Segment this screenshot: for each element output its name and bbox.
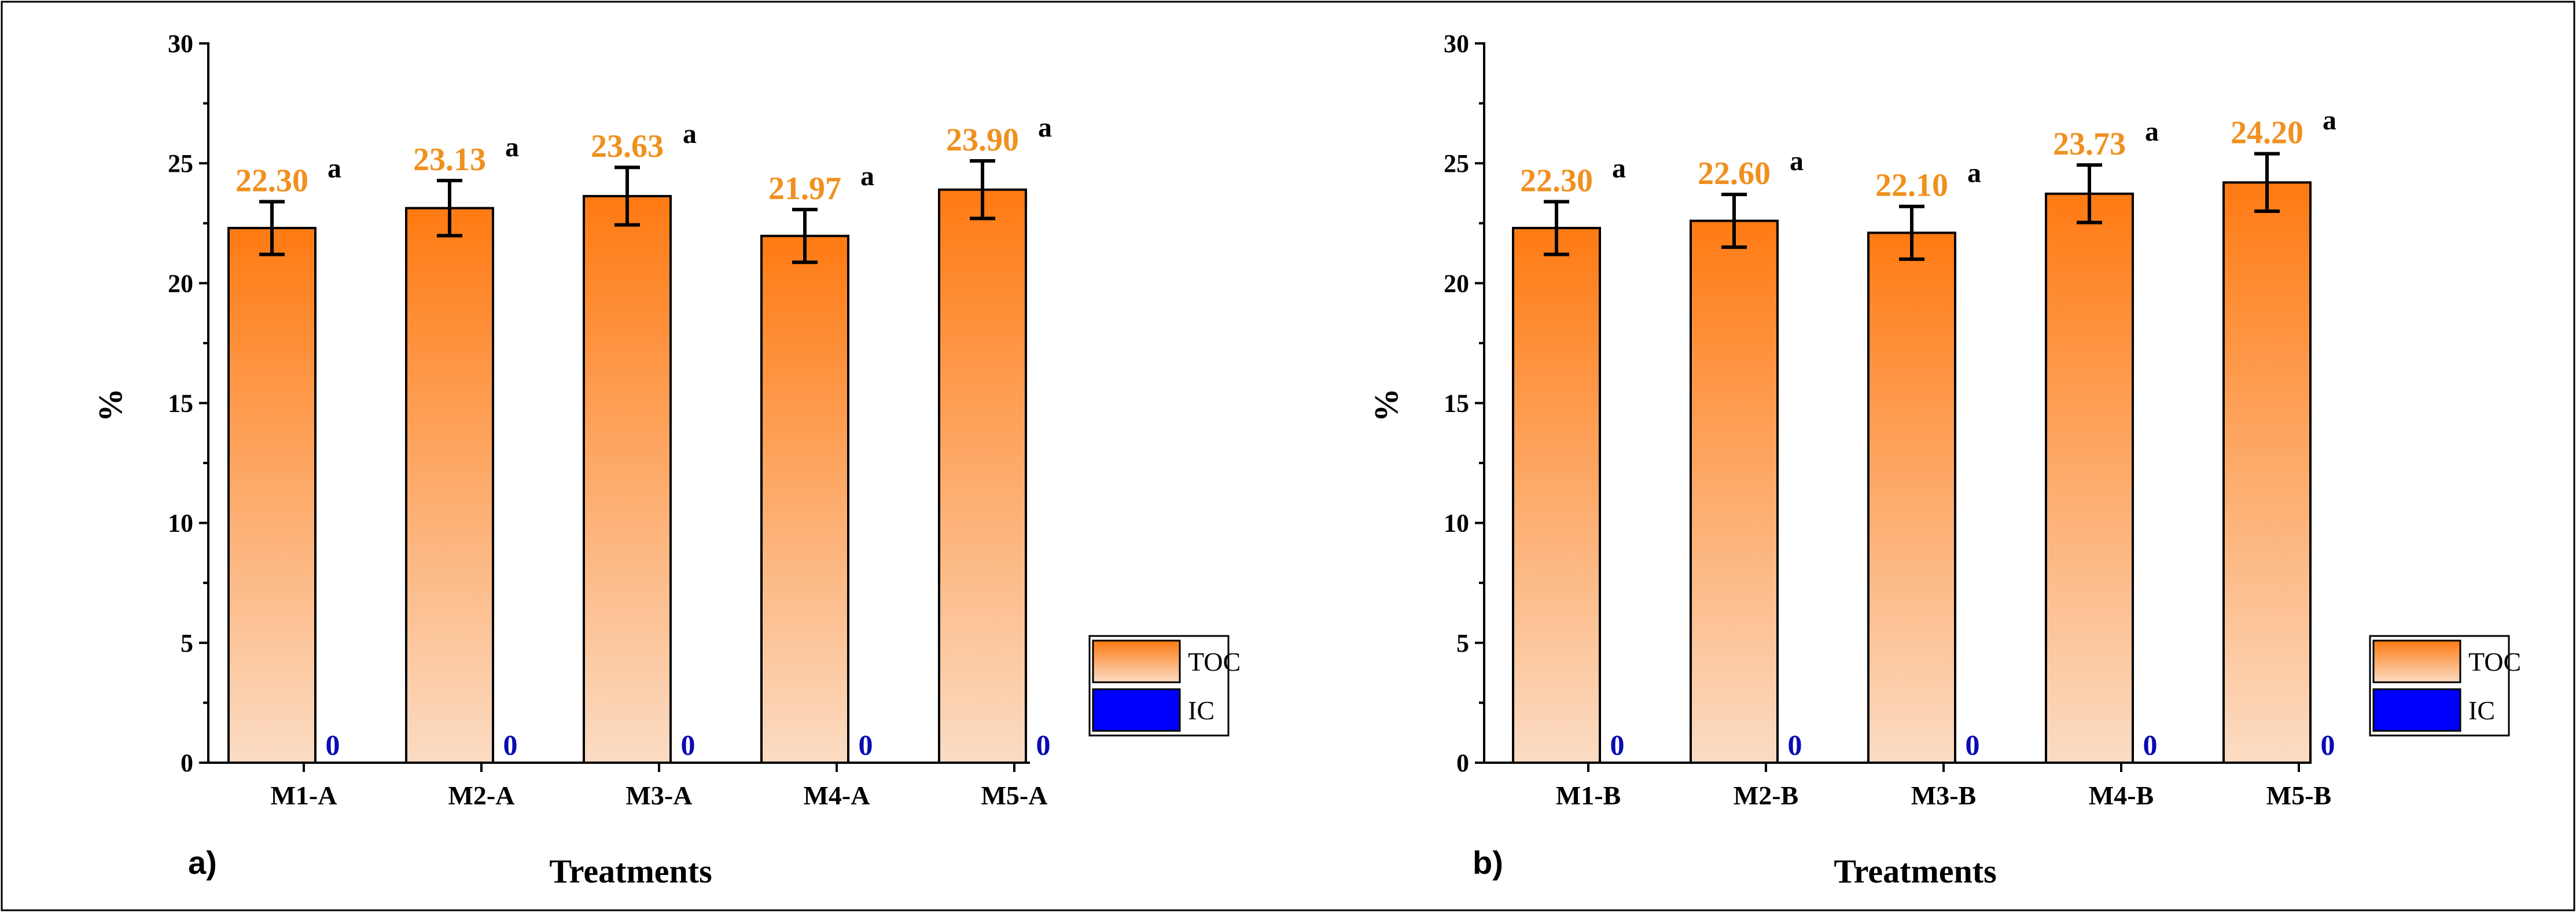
y-axis-title: % — [91, 388, 129, 422]
x-tick-label: M5-A — [981, 781, 1048, 810]
x-tick-label: M2-B — [1734, 781, 1798, 810]
toc-bar — [405, 207, 494, 764]
toc-value-label: 22.10 — [1875, 168, 1948, 204]
legend-label-ic: IC — [1188, 696, 1215, 725]
y-tick-label: 15 — [168, 389, 193, 418]
significance-label: a — [1038, 112, 1052, 143]
toc-bar — [2045, 192, 2134, 764]
chart-panel-a: 0 5 10 15 20 25 30% M1-A 22.30 a 0 M2-A 23.13 a 0 M3-A 2… — [91, 30, 1241, 890]
x-tick-label: M5-B — [2266, 781, 2331, 810]
significance-label: a — [860, 161, 874, 192]
toc-bar — [583, 194, 672, 764]
x-axis-title: Treatments — [1834, 852, 1996, 890]
y-tick-label: 10 — [168, 509, 193, 538]
y-tick-label: 5 — [1456, 629, 1469, 657]
y-tick-label: 0 — [181, 749, 193, 777]
toc-bar — [2222, 181, 2312, 764]
toc-bar — [760, 234, 849, 764]
y-tick-label: 10 — [1444, 509, 1469, 538]
toc-bar — [1512, 227, 1601, 764]
legend-label-toc: TOC — [2468, 647, 2521, 676]
x-tick-label: M2-A — [448, 781, 515, 810]
legend-swatch-toc — [2372, 639, 2461, 683]
toc-value-label: 22.30 — [235, 163, 308, 198]
toc-value-label: 22.60 — [1698, 156, 1771, 192]
legend-swatch-ic — [1092, 688, 1181, 732]
x-tick-label: M4-B — [2089, 781, 2154, 810]
y-tick-label: 20 — [168, 269, 193, 297]
x-tick-label: M1-B — [1556, 781, 1621, 810]
toc-value-label: 21.97 — [768, 171, 841, 207]
legend-swatch-toc — [1092, 639, 1181, 683]
y-tick-label: 15 — [1444, 389, 1469, 418]
y-tick-label: 30 — [1444, 30, 1469, 58]
significance-label: a — [2145, 116, 2159, 147]
x-axis-title: Treatments — [549, 852, 712, 890]
significance-label: a — [505, 132, 519, 163]
y-tick-label: 20 — [1444, 269, 1469, 297]
toc-value-label: 24.20 — [2231, 115, 2303, 151]
x-tick-label: M3-B — [1911, 781, 1976, 810]
significance-label: a — [2323, 105, 2336, 136]
ic-value-label: 0 — [326, 729, 340, 761]
significance-label: a — [1612, 153, 1626, 183]
ic-value-label: 0 — [2321, 729, 2335, 761]
legend-label-toc: TOC — [1188, 647, 1241, 676]
significance-label: a — [683, 119, 697, 149]
x-tick-label: M3-A — [626, 781, 693, 810]
panel-label: b) — [1473, 844, 1503, 881]
y-tick-label: 25 — [1444, 149, 1469, 178]
ic-value-label: 0 — [1966, 729, 1980, 761]
ic-value-label: 0 — [1610, 729, 1625, 761]
ic-value-label: 0 — [503, 729, 518, 761]
toc-value-label: 23.13 — [413, 142, 486, 178]
significance-label: a — [1790, 146, 1804, 176]
ic-value-label: 0 — [1036, 729, 1051, 761]
toc-bar — [227, 227, 317, 764]
legend-label-ic: IC — [2468, 696, 2495, 725]
toc-bar — [1690, 219, 1779, 764]
y-tick-label: 0 — [1456, 749, 1469, 777]
significance-label: a — [1967, 158, 1981, 189]
legend-swatch-ic — [2372, 688, 2461, 732]
y-tick-label: 5 — [181, 629, 193, 657]
x-tick-label: M1-A — [271, 781, 337, 810]
ic-value-label: 0 — [859, 729, 873, 761]
toc-value-label: 22.30 — [1520, 163, 1593, 198]
ic-value-label: 0 — [681, 729, 695, 761]
toc-bar — [938, 188, 1027, 764]
y-axis-title: % — [1367, 388, 1405, 422]
toc-value-label: 23.73 — [2053, 126, 2126, 162]
panel-label: a) — [188, 844, 217, 881]
legend: TOC IC — [1088, 635, 1241, 737]
toc-value-label: 23.63 — [591, 128, 664, 164]
y-tick-label: 30 — [168, 30, 193, 58]
ic-value-label: 0 — [1788, 729, 1802, 761]
significance-label: a — [327, 153, 341, 183]
chart-panel-b: 0 5 10 15 20 25 30% M1-B 22.30 a 0 M2-B 22.60 a 0 M3-B 2… — [1367, 30, 2521, 890]
toc-value-label: 23.90 — [946, 122, 1019, 158]
ic-value-label: 0 — [2143, 729, 2158, 761]
legend: TOC IC — [2369, 635, 2521, 737]
x-tick-label: M4-A — [804, 781, 870, 810]
toc-bar — [1867, 231, 1956, 764]
y-tick-label: 25 — [168, 149, 193, 178]
